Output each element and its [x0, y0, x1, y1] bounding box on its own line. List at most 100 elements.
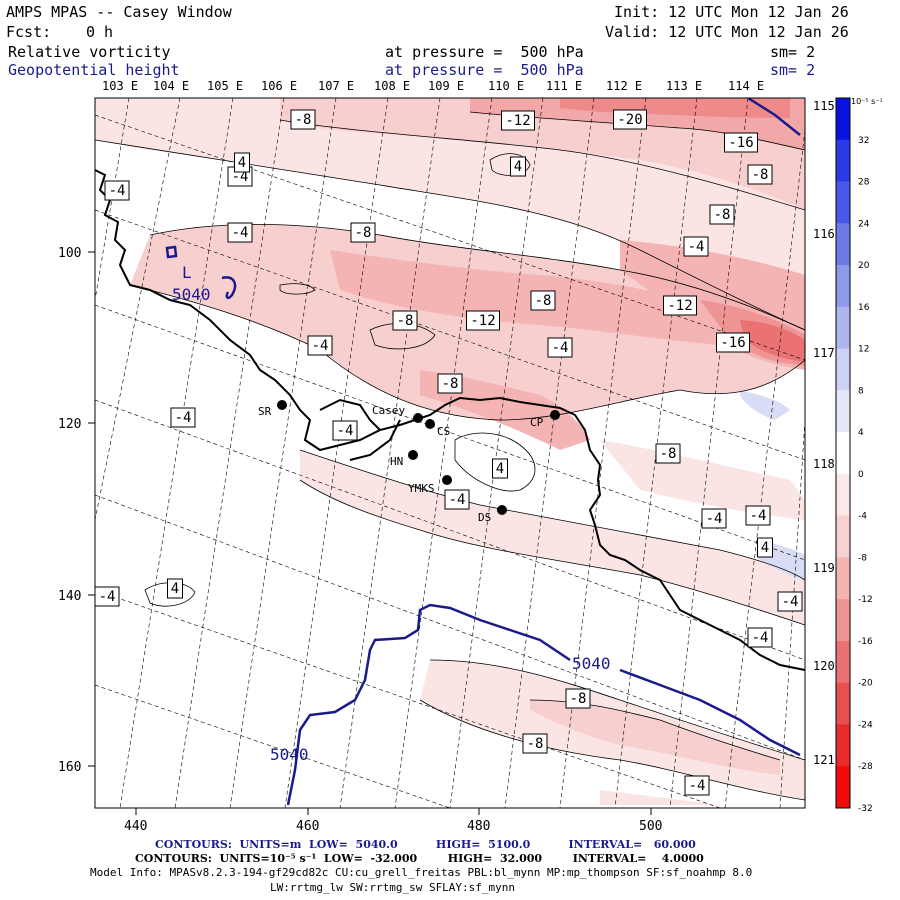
vorticity-label: -8	[522, 733, 548, 754]
x-tick-label: 460	[296, 819, 319, 834]
vorticity-label: -4	[684, 775, 710, 796]
vorticity-label: 4	[167, 578, 183, 599]
vorticity-label: -8	[655, 443, 681, 464]
colorbar-swatch	[836, 390, 850, 433]
top-lon-labels: 103 E 104 E 105 E 106 E 107 E 108 E 109 …	[102, 79, 764, 93]
colorbar-swatch	[836, 724, 850, 767]
vorticity-label: -20	[613, 109, 647, 130]
y-tick-label: 160	[58, 760, 81, 775]
lon-label: 110 E	[488, 79, 524, 93]
colorbar-swatch	[836, 139, 850, 183]
vorticity-label: -8	[290, 109, 316, 130]
colorbar-level-label: -12	[858, 595, 873, 605]
colorbar-swatch	[836, 265, 850, 308]
vorticity-label: -4	[307, 335, 333, 356]
field1-smoothing: sm= 2	[770, 43, 816, 61]
vorticity-label-text: -20	[617, 112, 642, 128]
colorbar-level-label: 28	[858, 178, 870, 188]
vorticity-label-text: -8	[295, 112, 312, 128]
colorbar-level-label: 0	[858, 470, 864, 480]
station-label: DS	[478, 511, 491, 524]
vorticity-label: -4	[701, 508, 727, 529]
vorticity-label: -4	[227, 222, 253, 243]
vorticity-label-text: 4	[514, 159, 522, 175]
colorbar-swatch	[836, 348, 850, 391]
vorticity-label-text: -8	[442, 376, 459, 392]
vorticity-label-text: -8	[570, 691, 587, 707]
vorticity-label-text: -4	[312, 338, 329, 354]
vorticity-label: -4	[745, 505, 771, 526]
vorticity-label-text: -12	[505, 113, 530, 129]
vorticity-label-text: -8	[397, 313, 414, 329]
station-labels: SR Casey CS CP HN YMKS DS	[258, 404, 544, 524]
vorticity-label-text: -4	[552, 340, 569, 356]
colorbar-level-label: 4	[858, 428, 864, 438]
vorticity-label: -4	[683, 236, 709, 257]
colorbar-swatch	[836, 432, 850, 475]
station-markers	[277, 400, 560, 515]
station-label: CS	[437, 425, 450, 438]
vorticity-label: -8	[709, 204, 735, 225]
vorticity-contour-labels: -8 -12 -20-44-16-8-4 -8-8-4-8-8 -12-12-16-4-…	[94, 109, 803, 796]
vorticity-label-text: -8	[752, 167, 769, 183]
vorticity-label-text: 4	[761, 540, 769, 556]
colorbar-swatch	[836, 223, 850, 266]
vorticity-label: -8	[530, 290, 556, 311]
colorbar-swatch	[836, 682, 850, 725]
y-tick-label: 140	[58, 589, 81, 604]
colorbar-level-label: 16	[858, 303, 870, 313]
vorticity-label: -4	[332, 420, 358, 441]
colorbar-unit: 10⁻⁵ s⁻¹	[851, 97, 883, 106]
colorbar-swatch	[836, 557, 850, 600]
vorticity-label: -4	[444, 489, 470, 510]
vorticity-label-text: -4	[232, 169, 249, 185]
bottom-axis-labels: 440 460 480 500	[124, 819, 662, 834]
vorticity-label-text: -8	[660, 446, 677, 462]
vorticity-label-text: -12	[470, 313, 495, 329]
plot-frame	[94, 97, 806, 809]
vorticity-label-text: -8	[355, 225, 372, 241]
lon-label: 113 E	[666, 79, 702, 93]
station-dot-hn	[408, 450, 418, 460]
valid-time: Valid: 12 UTC Mon 12 Jan 26	[605, 23, 849, 41]
station-dot-sr	[277, 400, 287, 410]
vorticity-label: -8	[747, 164, 773, 185]
lon-label: 107 E	[318, 79, 354, 93]
station-dot-cp	[550, 410, 560, 420]
footer-model-info: Model Info: MPASv8.2.3-194-gf29cd82c CU:…	[90, 866, 753, 879]
height-contours	[165, 98, 801, 806]
vorticity-label: 4	[757, 537, 773, 558]
colorbar: 32 28 24 20 16 12 8 4 0 -4 -8 -12 -16 -20 -24 -28 -32	[835, 97, 873, 814]
colorbar-swatch	[836, 599, 850, 642]
init-time: Init: 12 UTC Mon 12 Jan 26	[614, 3, 849, 21]
vorticity-label: -8	[392, 310, 418, 331]
axis-ticks	[88, 251, 652, 815]
coastline	[95, 169, 805, 671]
vorticity-label: 4	[234, 152, 250, 173]
vorticity-label-text: -4	[688, 239, 705, 255]
vorticity-label-text: 4	[238, 155, 246, 171]
station-label: SR	[258, 405, 272, 418]
vorticity-label: -8	[437, 373, 463, 394]
vorticity-label: -8	[350, 222, 376, 243]
vorticity-label-text: -4	[232, 225, 249, 241]
vorticity-shading	[95, 98, 805, 808]
vorticity-label: -4	[94, 586, 120, 607]
vorticity-label-text: -4	[750, 508, 767, 524]
vorticity-label: -4	[170, 407, 196, 428]
footer-physics-info: LW:rrtmg_lw SW:rrtmg_sw SFLAY:sf_mynn	[270, 881, 516, 894]
model-title: AMPS MPAS -- Casey Window	[6, 3, 232, 21]
colorbar-level-label: -28	[858, 762, 873, 772]
colorbar-swatch	[836, 306, 850, 350]
vorticity-label-text: -4	[175, 410, 192, 426]
station-label: HN	[390, 455, 403, 468]
colorbar-swatch	[836, 766, 850, 809]
station-dot-ds	[497, 505, 507, 515]
vorticity-label-text: 4	[171, 581, 179, 597]
low-marker: L	[182, 263, 192, 282]
vorticity-label-text: -4	[689, 778, 706, 794]
vorticity-label-text: -4	[99, 589, 116, 605]
lon-label: 112 E	[606, 79, 642, 93]
station-label: YMKS	[408, 482, 435, 495]
vorticity-label-text: 4	[496, 461, 504, 477]
